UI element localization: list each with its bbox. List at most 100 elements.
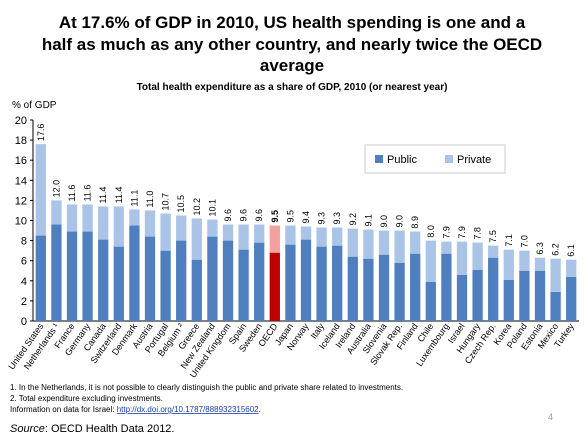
data-label: 7.0: [519, 235, 529, 248]
bar-segment: [394, 262, 405, 321]
bar-segment: [472, 269, 483, 321]
bar-segment: [238, 224, 249, 250]
bar-segment: [425, 281, 436, 321]
bar-segment: [35, 235, 46, 321]
y-tick-label: 10: [15, 216, 27, 228]
bar-segment: [129, 225, 140, 321]
bar-segment: [222, 224, 234, 241]
source: Source: OECD Health Data 2012.: [10, 423, 174, 435]
bar-segment: [566, 276, 577, 321]
bar-segment: [285, 225, 296, 245]
source-text: : OECD Health Data 2012.: [45, 423, 175, 435]
bar-segment: [98, 206, 109, 240]
footnote: 2. Total expenditure excluding investmen…: [10, 394, 163, 403]
bar-segment: [207, 236, 218, 321]
page-number: 4: [548, 412, 553, 422]
bar-segment: [82, 204, 93, 232]
bar-segment: [488, 245, 499, 258]
bar-segment: [363, 229, 374, 259]
footnote: 1. In the Netherlands, it is not possibl…: [10, 383, 403, 392]
data-label: 10.5: [176, 195, 186, 213]
bar-segment: [316, 246, 327, 321]
legend-label: Public: [387, 154, 417, 166]
bar-segment: [534, 257, 546, 271]
bar-segment: [441, 241, 452, 254]
bar-segment: [425, 240, 436, 282]
bar-segment: [98, 239, 109, 321]
footnote: Information on data for Israel:: [10, 405, 117, 414]
y-tick-label: 12: [15, 195, 27, 207]
bar-segment: [534, 270, 546, 321]
bar-segment: [176, 240, 187, 321]
data-label: 9.2: [348, 213, 358, 226]
title-line: At 17.6% of GDP in 2010, US health spend…: [59, 13, 526, 32]
data-label: 7.9: [441, 226, 451, 239]
bar-segment: [269, 225, 280, 253]
bar-segment: [503, 279, 514, 321]
data-label: 11.4: [114, 187, 124, 204]
data-label: 9.0: [379, 215, 389, 228]
bar-segment: [129, 209, 140, 226]
bar-segment: [378, 254, 390, 321]
bar-segment: [238, 249, 249, 321]
bar-segment: [316, 227, 327, 247]
data-label: 7.9: [457, 226, 467, 239]
data-label: 9.6: [223, 209, 233, 222]
data-label: 9.1: [363, 214, 373, 227]
bar-segment: [113, 246, 124, 321]
data-label: 12.0: [51, 180, 61, 198]
footnote: Information on data for Israel: http://d…: [10, 405, 261, 414]
title-line: average: [260, 56, 324, 75]
data-label: 9.3: [332, 212, 342, 225]
source-label: Source: [10, 423, 45, 435]
bar-segment: [35, 144, 46, 236]
bar-segment: [488, 257, 499, 321]
legend-label: Private: [457, 154, 491, 166]
data-label: 11.6: [67, 185, 77, 202]
data-label: 11.4: [98, 187, 108, 204]
bar-segment: [456, 241, 468, 275]
bar-segment: [160, 213, 171, 251]
data-label: 6.3: [535, 242, 545, 255]
data-label: 6.2: [551, 243, 561, 256]
y-axis-label: % of GDP: [12, 100, 57, 111]
bar-segment: [363, 258, 374, 321]
bar-segment: [269, 252, 280, 321]
data-label: 6.1: [566, 244, 576, 257]
bar-segment: [66, 204, 78, 232]
data-label: 8.0: [426, 225, 436, 238]
subtitle: Total health expenditure as a share of G…: [137, 82, 448, 93]
link[interactable]: http://dx.doi.org/10.1787/888932315602: [117, 405, 259, 414]
bar-segment: [160, 250, 171, 321]
y-tick-label: 20: [15, 115, 27, 127]
bar-segment: [222, 240, 234, 321]
bar-segment: [332, 227, 343, 246]
data-label: 9.5: [285, 210, 295, 223]
data-label: 7.5: [488, 230, 498, 243]
data-label: 10.2: [192, 198, 202, 216]
bar-segment: [332, 245, 343, 321]
bar-segment: [566, 259, 577, 277]
data-label: 9.4: [301, 211, 311, 224]
data-label: 11.0: [145, 191, 155, 208]
bar-segment: [254, 224, 265, 243]
bar-segment: [519, 270, 530, 321]
legend-swatch: [375, 155, 383, 163]
bar-segment: [300, 239, 312, 321]
bar-segment: [519, 250, 530, 271]
bar-segment: [503, 249, 514, 280]
bar-segment: [144, 210, 156, 237]
bar-segment: [254, 242, 265, 321]
data-label: 10.1: [207, 199, 217, 217]
bar-segment: [441, 253, 452, 321]
title-line: half as much as any other country, and n…: [42, 35, 542, 54]
bar-segment: [378, 230, 390, 255]
bar-segment: [51, 200, 62, 225]
data-label: 11.6: [83, 185, 93, 202]
bar-segment: [144, 236, 156, 321]
bar-segment: [82, 231, 93, 321]
data-label: 9.0: [395, 215, 405, 228]
data-label: 7.8: [473, 227, 483, 240]
bar-segment: [113, 206, 124, 247]
